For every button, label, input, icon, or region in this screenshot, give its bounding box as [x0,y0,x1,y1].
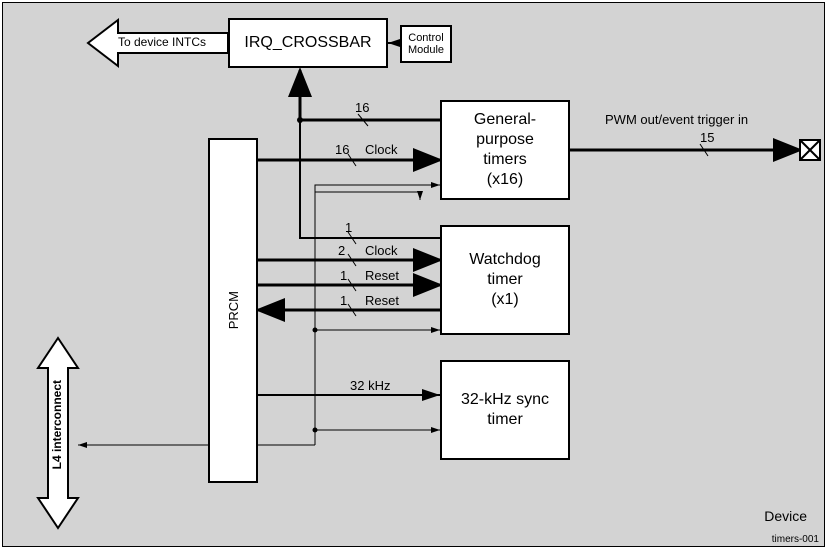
irq-crossbar-block: IRQ_CROSSBAR [228,18,388,68]
wdt-clk-label: Clock [365,243,398,258]
io-pad [800,140,820,160]
wdt-block: Watchdog timer (x1) [440,225,570,335]
control-module-label: Control Module [408,32,444,56]
footer-id: timers-001 [772,534,819,545]
gpt-clk-count: 16 [335,142,349,157]
sync-timer-label: 32-kHz sync timer [461,390,549,430]
device-label: Device [764,508,807,524]
control-module-block: Control Module [400,25,452,63]
l4-label: L4 interconnect [50,380,64,469]
wdt-rst2-count: 1 [340,293,347,308]
wdt-rst2-label: Reset [365,293,399,308]
pwm-label: PWM out/event trigger in [605,112,748,127]
wdt-rst1-count: 1 [340,268,347,283]
wdt-label: Watchdog timer (x1) [469,250,540,310]
wdt-irq-count: 1 [345,220,352,235]
irq-crossbar-label: IRQ_CROSSBAR [244,34,371,52]
pwm-count: 15 [700,130,714,145]
wdt-clk-count: 2 [338,243,345,258]
sync-timer-block: 32-kHz sync timer [440,360,570,460]
diagram-canvas: IRQ_CROSSBAR Control Module PRCM General… [0,0,827,549]
prcm-label: PRCM [226,291,241,329]
connections-svg [0,0,827,549]
gpt-irq-count: 16 [355,100,369,115]
gpt-clk-label: Clock [365,142,398,157]
sync-clk-label: 32 kHz [350,378,390,393]
gpt-label: General- purpose timers (x16) [474,110,536,190]
to-intc-label: To device INTCs [118,35,206,49]
gpt-block: General- purpose timers (x16) [440,100,570,200]
prcm-block: PRCM [208,138,258,483]
wdt-rst1-label: Reset [365,268,399,283]
